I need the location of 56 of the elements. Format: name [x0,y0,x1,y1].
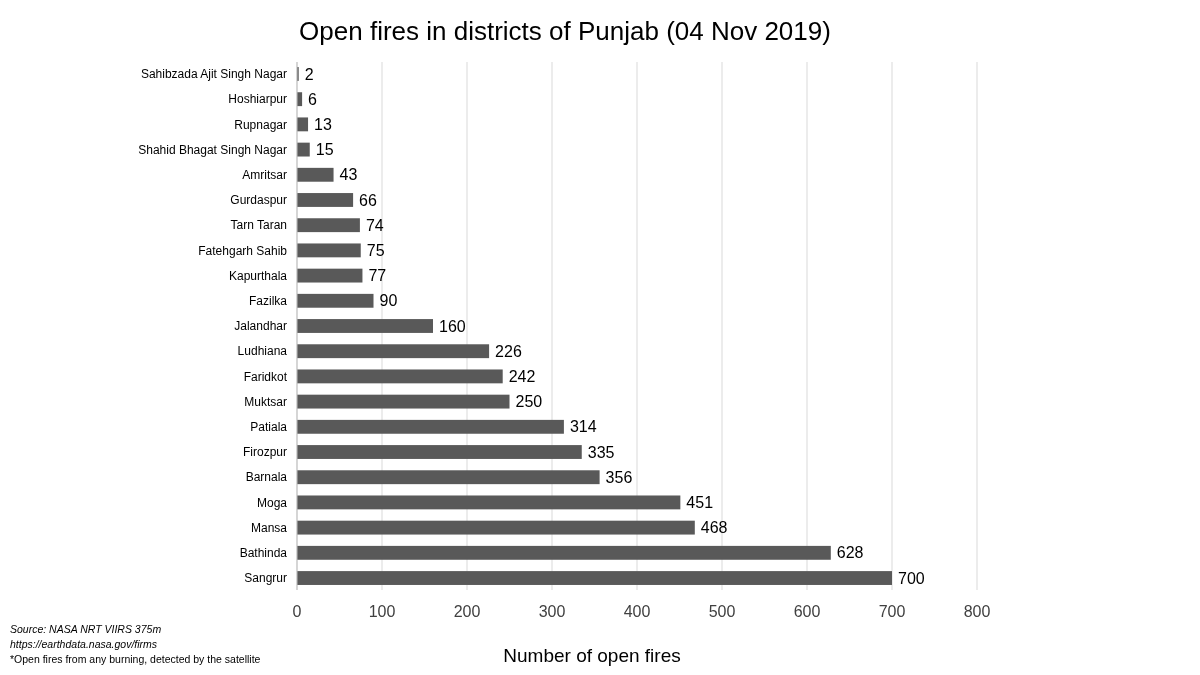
y-tick-label: Jalandhar [234,319,287,334]
data-label: 700 [898,569,925,587]
data-label: 43 [339,166,358,184]
data-label: 2 [304,65,314,83]
y-tick-label: Sangrur [244,571,287,586]
y-tick-label: Barnala [245,470,288,485]
chart-title: Open fires in districts of Punjab (04 Nov 2019) [299,16,831,46]
y-tick-label: Muktsar [244,394,287,409]
data-label: 6 [308,90,318,108]
y-tick-label: Fatehgarh Sahib [198,243,288,258]
x-tick-label: 200 [453,603,481,620]
data-label: 66 [359,191,377,209]
y-tick-label: Sahibzada Ajit Singh Nagar [140,67,287,82]
data-label: 15 [315,141,334,159]
y-tick-label: Faridkot [243,369,288,384]
y-tick-label: Moga [256,495,288,510]
y-tick-label: Gurdaspur [230,193,287,208]
x-tick-label: 700 [878,603,906,620]
x-tick-label: 600 [793,603,821,620]
data-label: 314 [569,418,597,436]
y-tick-label: Firozpur [242,445,287,460]
x-tick-label: 0 [292,603,302,620]
y-tick-label: Patiala [250,420,288,435]
text: https://earthdata.nasa.gov/firms [10,638,158,650]
data-label: 75 [366,241,385,259]
data-label: 628 [836,544,864,562]
data-label: 74 [365,216,384,234]
x-tick-label: 500 [708,603,736,620]
y-tick-label: Amritsar [242,167,287,182]
x-tick-label: 100 [368,603,396,620]
y-tick-label: Mansa [250,520,288,535]
y-tick-label: Rupnagar [234,117,287,132]
x-tick-label: 300 [538,603,566,620]
data-label: 160 [439,317,466,335]
data-label: 226 [495,342,522,360]
x-tick-label: 800 [963,603,991,620]
data-label: 242 [508,368,536,386]
data-label: 335 [587,443,615,461]
data-label: 356 [605,468,633,486]
y-tick-label: Tarn Taran [230,218,287,233]
x-axis-title: Number of open fires [503,645,681,666]
data-label: 451 [686,494,714,512]
text: *Open fires from any burning, detected by the satellite [10,653,261,665]
x-tick-label: 400 [623,603,651,620]
y-tick-label: Shahid Bhagat Singh Nagar [138,142,287,157]
y-tick-label: Bathinda [239,546,288,561]
y-tick-label: Hoshiarpur [228,92,287,107]
source-note: Source: NASA NRT VIIRS 375m [10,623,162,635]
data-label: 13 [314,115,332,133]
data-label: 250 [515,393,543,411]
data-label: 90 [379,292,398,310]
data-label: 468 [700,519,728,537]
data-label: 77 [368,267,387,285]
y-tick-label: Ludhiana [237,344,288,359]
y-tick-label: Fazilka [248,294,288,308]
y-tick-label: Kapurthala [228,268,288,283]
